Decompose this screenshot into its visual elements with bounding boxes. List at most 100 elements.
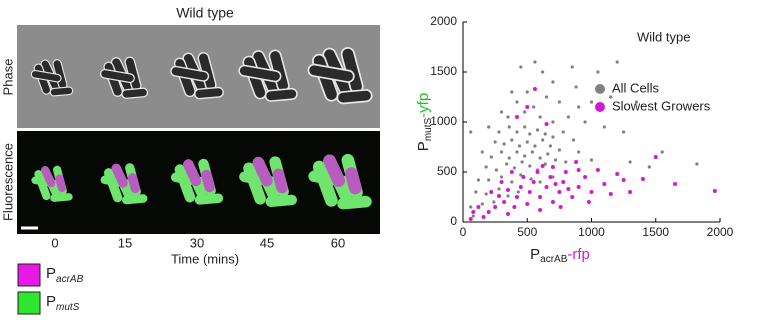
point xyxy=(546,152,550,156)
point xyxy=(583,120,587,124)
point xyxy=(533,60,537,64)
point xyxy=(516,190,520,194)
point xyxy=(484,192,488,196)
point xyxy=(502,142,506,146)
point xyxy=(558,205,563,209)
point xyxy=(523,154,527,158)
point xyxy=(621,178,626,182)
point xyxy=(510,90,514,94)
point xyxy=(525,105,530,109)
point xyxy=(533,144,537,148)
point xyxy=(576,185,581,189)
legend-label: Slowest Growers xyxy=(612,98,711,113)
point xyxy=(660,150,664,154)
point xyxy=(532,87,537,91)
point xyxy=(515,150,519,154)
point xyxy=(507,156,511,160)
point xyxy=(602,182,607,186)
label-subscript: mutS xyxy=(423,118,434,142)
point xyxy=(553,158,558,162)
point xyxy=(570,195,575,199)
point xyxy=(543,132,547,136)
legend-label: PacrAB xyxy=(46,265,84,285)
point xyxy=(712,189,717,193)
x-tick-label: 1000 xyxy=(578,225,605,239)
legend-subscript: acrAB xyxy=(56,274,84,285)
point xyxy=(476,205,481,209)
point xyxy=(571,138,576,142)
label-subscript: acrAB xyxy=(540,254,568,265)
point xyxy=(538,208,543,212)
point xyxy=(502,200,507,204)
point xyxy=(566,187,571,191)
point xyxy=(510,180,514,184)
point xyxy=(532,105,536,109)
point xyxy=(528,132,532,136)
point xyxy=(493,205,498,209)
point xyxy=(561,180,566,184)
point xyxy=(468,217,473,221)
point xyxy=(640,177,645,181)
label-part: P xyxy=(415,141,432,151)
point xyxy=(525,140,529,144)
legend-marker xyxy=(595,102,605,112)
legend-marker xyxy=(595,84,605,94)
point xyxy=(489,190,494,194)
y-tick-label: 500 xyxy=(437,164,457,178)
point xyxy=(550,165,555,169)
point xyxy=(529,177,533,181)
point xyxy=(609,95,613,99)
point xyxy=(538,115,542,119)
point xyxy=(577,105,581,109)
point xyxy=(583,175,588,179)
point xyxy=(514,195,519,199)
point xyxy=(544,185,549,189)
point xyxy=(551,80,555,84)
point xyxy=(628,190,633,194)
point xyxy=(481,215,486,219)
point xyxy=(602,125,606,129)
point xyxy=(544,122,549,126)
point xyxy=(512,166,517,170)
y-tick-label: 0 xyxy=(450,214,457,228)
point xyxy=(527,190,532,194)
point xyxy=(541,138,545,142)
point xyxy=(566,115,570,119)
point xyxy=(551,135,555,139)
point xyxy=(507,125,511,129)
point xyxy=(538,195,543,199)
legend-prefix: P xyxy=(46,293,56,310)
x-tick-label: 0 xyxy=(460,225,467,239)
point xyxy=(548,175,553,179)
legend-label: PmutS xyxy=(46,293,80,313)
point xyxy=(574,160,579,164)
label-suffix: -yfp xyxy=(415,93,432,118)
x-tick-label: 2000 xyxy=(707,225,734,239)
point xyxy=(550,200,555,204)
point xyxy=(548,144,552,148)
point xyxy=(561,130,565,134)
point xyxy=(553,182,558,186)
time-label: Time (mins) xyxy=(171,251,239,266)
point xyxy=(469,205,473,209)
point xyxy=(509,170,514,174)
x-axis-label: PacrAB-rfp xyxy=(530,246,590,265)
label-part: P xyxy=(530,246,540,263)
point xyxy=(531,180,536,184)
point xyxy=(484,165,488,169)
point xyxy=(499,175,504,179)
point xyxy=(471,214,475,218)
point xyxy=(564,160,568,164)
point xyxy=(506,115,510,119)
y-tick-label: 1000 xyxy=(430,114,457,128)
point xyxy=(653,155,658,159)
y-tick-label: 1500 xyxy=(430,64,457,78)
point xyxy=(471,210,476,214)
point xyxy=(538,156,542,160)
y-axis-label: PmutS-yfp xyxy=(415,93,434,151)
point xyxy=(487,125,491,129)
legend-swatch xyxy=(17,291,41,315)
point xyxy=(476,178,481,182)
point xyxy=(577,150,581,154)
